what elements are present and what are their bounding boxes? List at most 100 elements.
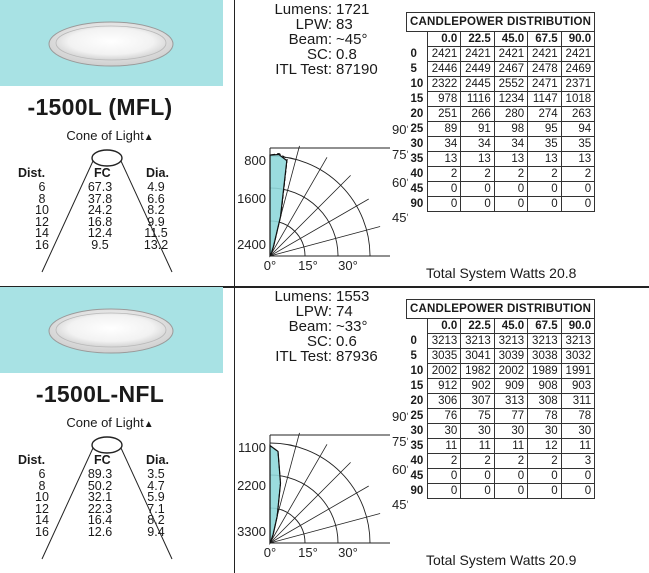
table-corner bbox=[406, 318, 428, 334]
cone-cell-dist: 16 bbox=[35, 524, 49, 539]
polar-angle-label: 45° bbox=[392, 497, 408, 512]
cone-cell-dist: 6 bbox=[38, 180, 46, 194]
table-cell: 30 bbox=[493, 423, 529, 439]
table-cell: 2 bbox=[426, 453, 462, 469]
table-cell: 0 bbox=[426, 181, 462, 197]
column-header: 22.5 bbox=[460, 318, 495, 334]
table-cell: 1116 bbox=[460, 91, 495, 107]
table-cell: 0 bbox=[560, 181, 596, 197]
table-cell: 91 bbox=[460, 121, 495, 137]
row-angle: 25 bbox=[406, 408, 428, 424]
table-cell: 11 bbox=[493, 438, 529, 454]
table-cell: 0 bbox=[460, 468, 495, 484]
cone-header-dist: Dist. bbox=[18, 453, 46, 467]
table-cell: 13 bbox=[460, 151, 495, 167]
cone-cell-fc: 9.5 bbox=[91, 237, 109, 252]
table-row: 30 30 30 30 30 30 bbox=[406, 423, 596, 439]
table-cell: 2322 bbox=[426, 76, 462, 92]
table-cell: 13 bbox=[493, 151, 529, 167]
fixture-panel-mfl: -1500L (MFL) Cone of Light▲ Dist. FC Dia… bbox=[0, 0, 649, 286]
table-cell: 0 bbox=[460, 483, 495, 499]
metric-value-lumens: 1721 bbox=[336, 1, 370, 18]
polar-y-tick: 800 bbox=[244, 153, 266, 168]
table-row: 0 3213 3213 3213 3213 3213 bbox=[406, 333, 596, 349]
table-cell: 30 bbox=[560, 423, 596, 439]
table-cell: 0 bbox=[426, 196, 462, 212]
cone-cell-fc: 12.6 bbox=[87, 524, 113, 539]
cone-cell-dia: 11.5 bbox=[144, 226, 168, 240]
cone-header-dia: Dia. bbox=[146, 166, 169, 180]
column-header: 45.0 bbox=[493, 31, 529, 47]
candela-curve-90 bbox=[269, 152, 288, 257]
table-cell: 75 bbox=[460, 408, 495, 424]
table-row: 35 11 11 11 12 11 bbox=[406, 438, 596, 454]
polar-angle-label: 75° bbox=[392, 434, 408, 449]
table-cell: 0 bbox=[560, 196, 596, 212]
metric-value-itl: 87190 bbox=[336, 61, 378, 78]
table-cell: 0 bbox=[527, 181, 562, 197]
table-cell: 0 bbox=[426, 483, 462, 499]
column-header: 90.0 bbox=[560, 31, 596, 47]
cone-cell-dist: 16 bbox=[35, 237, 49, 252]
polar-y-tick: 2400 bbox=[237, 237, 266, 252]
cone-title-text: Cone of Light bbox=[66, 415, 144, 430]
table-cell: 1989 bbox=[527, 363, 562, 379]
table-cell: 11 bbox=[560, 438, 596, 454]
table-cell: 2469 bbox=[560, 61, 596, 77]
polar-angle-label: 45° bbox=[392, 210, 408, 225]
row-angle: 5 bbox=[406, 61, 428, 77]
table-cell: 1147 bbox=[527, 91, 562, 107]
table-cell: 0 bbox=[460, 181, 495, 197]
metric-value-beam: ~45° bbox=[336, 31, 368, 48]
candlepower-title: CANDLEPOWER DISTRIBUTION bbox=[405, 12, 596, 32]
table-cell: 34 bbox=[460, 136, 495, 152]
table-row: 40 2 2 2 2 3 bbox=[406, 453, 596, 469]
table-cell: 2 bbox=[493, 453, 529, 469]
table-cell: 909 bbox=[493, 378, 529, 394]
table-row: 90 0 0 0 0 0 bbox=[406, 196, 596, 212]
table-cell: 77 bbox=[493, 408, 529, 424]
cone-cell-dia: 8.2 bbox=[147, 513, 165, 527]
table-cell: 308 bbox=[527, 393, 562, 409]
row-angle: 10 bbox=[406, 363, 428, 379]
table-cell: 98 bbox=[493, 121, 529, 137]
metric-label-lpw: LPW: bbox=[295, 303, 332, 320]
polar-candela-plot: 800 1600 2400 90° 75° 60° 45° 0° 15° 30° bbox=[237, 122, 408, 273]
table-cell: 0 bbox=[527, 196, 562, 212]
cone-cell-dist: 12 bbox=[35, 214, 49, 229]
cone-cell-dia: 4.7 bbox=[147, 478, 165, 493]
cone-cell-dia: 4.9 bbox=[147, 180, 165, 194]
table-cell: 2002 bbox=[426, 363, 462, 379]
polar-y-tick: 1600 bbox=[237, 191, 266, 206]
row-angle: 45 bbox=[406, 468, 428, 484]
metric-value-lpw: 83 bbox=[336, 16, 353, 33]
cone-cell-dist: 8 bbox=[38, 191, 46, 206]
column-header: 22.5 bbox=[460, 31, 495, 47]
table-row: 5 3035 3041 3039 3038 3032 bbox=[406, 348, 596, 364]
cone-cell-dist: 6 bbox=[38, 467, 46, 481]
table-cell: 0 bbox=[493, 181, 529, 197]
cone-cell-fc: 89.3 bbox=[87, 467, 113, 481]
table-cell: 13 bbox=[527, 151, 562, 167]
polar-radial-45 bbox=[269, 462, 351, 544]
table-cell: 89 bbox=[426, 121, 462, 137]
table-cell: 0 bbox=[560, 468, 596, 484]
table-row: 10 2322 2445 2552 2471 2371 bbox=[406, 76, 596, 92]
table-cell: 2445 bbox=[460, 76, 495, 92]
cone-cell-fc: 16.8 bbox=[87, 214, 113, 229]
table-cell: 30 bbox=[460, 423, 495, 439]
cone-cell-fc: 16.4 bbox=[87, 513, 113, 527]
table-cell: 0 bbox=[527, 468, 562, 484]
table-cell: 94 bbox=[560, 121, 596, 137]
table-cell: 3032 bbox=[560, 348, 596, 364]
row-angle: 35 bbox=[406, 151, 428, 167]
polar-radial-60 bbox=[269, 198, 369, 257]
row-angle: 45 bbox=[406, 181, 428, 197]
cone-cell-fc: 32.1 bbox=[87, 490, 113, 504]
row-angle: 90 bbox=[406, 196, 428, 212]
table-cell: 3039 bbox=[493, 348, 529, 364]
row-angle: 0 bbox=[406, 46, 428, 62]
cone-cell-fc: 24.2 bbox=[87, 203, 113, 217]
table-cell: 3213 bbox=[426, 333, 462, 349]
table-cell: 2 bbox=[460, 166, 495, 182]
